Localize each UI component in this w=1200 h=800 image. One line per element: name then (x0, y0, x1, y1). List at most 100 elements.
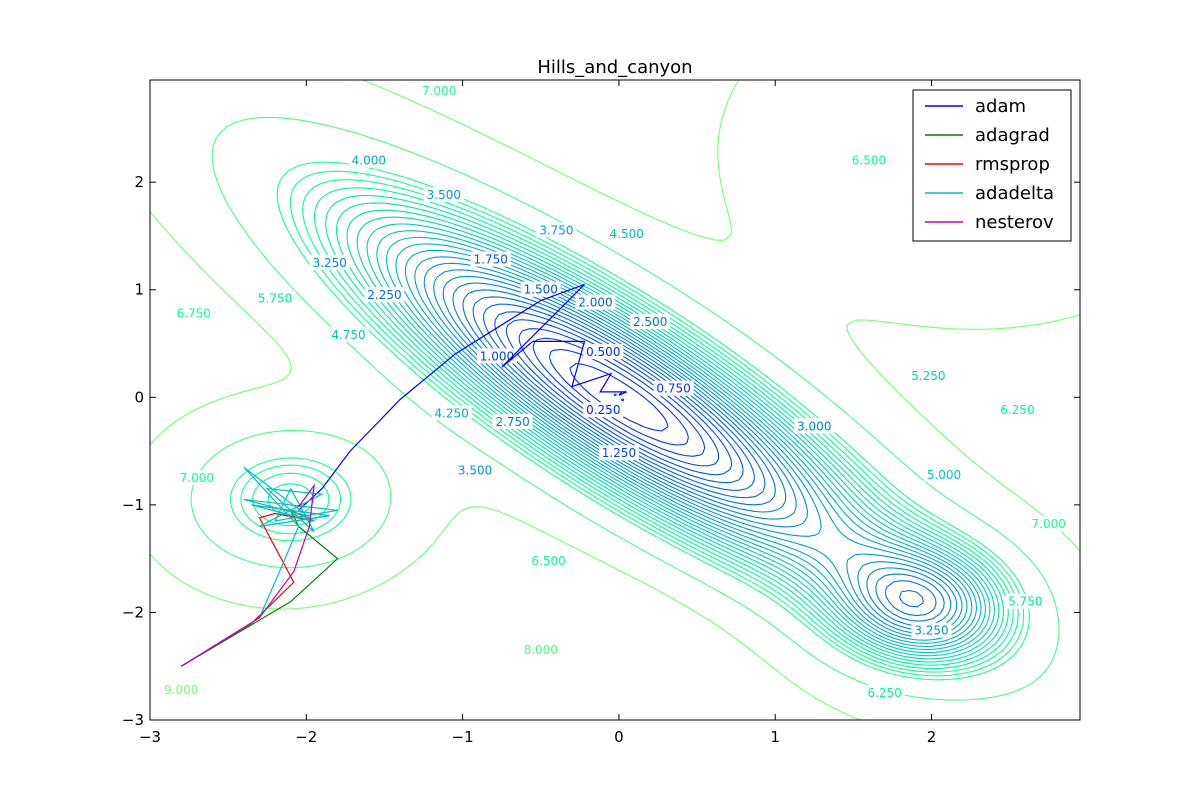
contour-line (366, 223, 991, 654)
chart-title: Hills_and_canyon (537, 57, 692, 78)
contour-label: 1.000 (480, 349, 514, 363)
contour-label: 3.000 (797, 419, 831, 433)
x-tick-label: −3 (139, 728, 161, 746)
contour-line (267, 187, 1014, 670)
contour-label: 7.000 (1032, 517, 1066, 531)
contour-label-bg (520, 281, 561, 297)
contour-label: 8.000 (524, 643, 558, 657)
optimizer-paths (180, 283, 627, 667)
contour-line (229, 161, 1030, 681)
y-tick-label: −2 (122, 603, 144, 621)
legend-label: nesterov (975, 212, 1054, 233)
legend: adam adagrad rmsprop adadelta nesterov (912, 89, 1072, 242)
contour-label-bg (583, 344, 624, 360)
contour-label: 3.250 (313, 256, 347, 270)
contour-label-bg (908, 367, 949, 383)
contour-line (356, 216, 995, 657)
series-line-nesterov (180, 483, 315, 667)
contour-line (325, 194, 1009, 666)
x-tick-label: 1 (770, 728, 780, 746)
contour-label: 2.500 (633, 315, 667, 329)
contour-label: 0.250 (586, 403, 620, 417)
contour-labels: 7.000 4.000 3.500 3.750 4.500 6.500 1.750 1.500… (161, 82, 1069, 701)
contour-line (433, 269, 958, 631)
contour-label: 6.500 (531, 554, 565, 568)
contour-label: 0.500 (586, 345, 620, 359)
contour-line (442, 275, 952, 627)
contour-line (395, 243, 978, 644)
contour-label-bg (911, 622, 952, 638)
x-tick-label: 2 (927, 728, 937, 746)
contour-label-bg (161, 681, 202, 697)
contour-label: 4.250 (434, 406, 468, 420)
contour-label-bg (536, 222, 577, 238)
contour-label-bg (328, 326, 369, 342)
legend-label: adadelta (975, 183, 1054, 204)
legend-label: adagrad (975, 125, 1050, 146)
contour-label: 3.750 (539, 224, 573, 238)
contour-label-bg (520, 642, 561, 658)
contour-line (190, 116, 1060, 701)
contour-line (613, 393, 625, 402)
contour-label-bg (455, 462, 496, 478)
contour-label-bg (1028, 516, 1069, 532)
y-tick-label: 0 (134, 388, 144, 406)
y-tick-label: 1 (134, 281, 144, 299)
contour-label-bg (575, 294, 616, 310)
contour-label: 6.250 (867, 686, 901, 700)
contour-label-bg (653, 380, 694, 396)
contour-label-bg (630, 314, 671, 330)
legend-label: rmsprop (975, 154, 1050, 175)
contour-label: 5.000 (927, 468, 961, 482)
contour-label-bg (997, 402, 1038, 418)
contour-label: 6.250 (1000, 403, 1034, 417)
contour-label: 4.000 (352, 154, 386, 168)
contour-label-bg (1005, 593, 1046, 609)
contour-label: 7.000 (422, 84, 456, 98)
contour-label: 5.750 (1008, 595, 1042, 609)
contour-label-bg (419, 82, 460, 98)
contour-label-bg (255, 290, 296, 306)
series-line-adadelta (180, 466, 338, 667)
contour-label: 1.500 (524, 283, 558, 297)
series-line-adam (298, 283, 627, 511)
contour-label-bg (476, 348, 517, 364)
contour-label-bg (364, 287, 405, 303)
contour-label-bg (924, 466, 965, 482)
y-tick-label: −1 (122, 496, 144, 514)
contour-label-bg (423, 187, 464, 203)
contour-label: 9.000 (164, 683, 198, 697)
contour-label: 0.750 (656, 382, 690, 396)
axis-ticks: −3 −2 −1 0 1 2 −3 −2 −1 0 1 2 (122, 80, 1080, 746)
contour-line (376, 230, 987, 651)
contour-label: 3.500 (458, 463, 492, 477)
contour-label-bg (794, 418, 835, 434)
y-tick-label: 2 (134, 173, 144, 191)
contour-label: 2.750 (495, 415, 529, 429)
contour-line (240, 170, 1025, 677)
contour-label-bg (606, 225, 647, 241)
contour-label: 2.250 (367, 288, 401, 302)
contour-label-bg (348, 152, 389, 168)
contour-label-bg (528, 552, 569, 568)
contour-label: 4.500 (610, 227, 644, 241)
contour-label-bg (583, 402, 624, 418)
contour-label: 7.000 (180, 471, 214, 485)
contour-label: 3.500 (427, 188, 461, 202)
plot-frame (149, 79, 1081, 721)
contour-line (452, 282, 945, 622)
x-tick-label: 0 (614, 728, 624, 746)
contour-label-bg (470, 251, 511, 267)
contour-line (150, 80, 1080, 720)
contour-label-bg (864, 685, 905, 701)
contour-label: 6.500 (852, 154, 886, 168)
contour-label-bg (173, 305, 214, 321)
contour-line (385, 236, 982, 648)
x-tick-label: −2 (295, 728, 317, 746)
contour-label-bg (598, 445, 639, 461)
contour-line (414, 256, 968, 638)
contour-line (335, 202, 1005, 663)
contour-label: 4.750 (331, 328, 365, 342)
contour-label: 1.250 (602, 446, 636, 460)
